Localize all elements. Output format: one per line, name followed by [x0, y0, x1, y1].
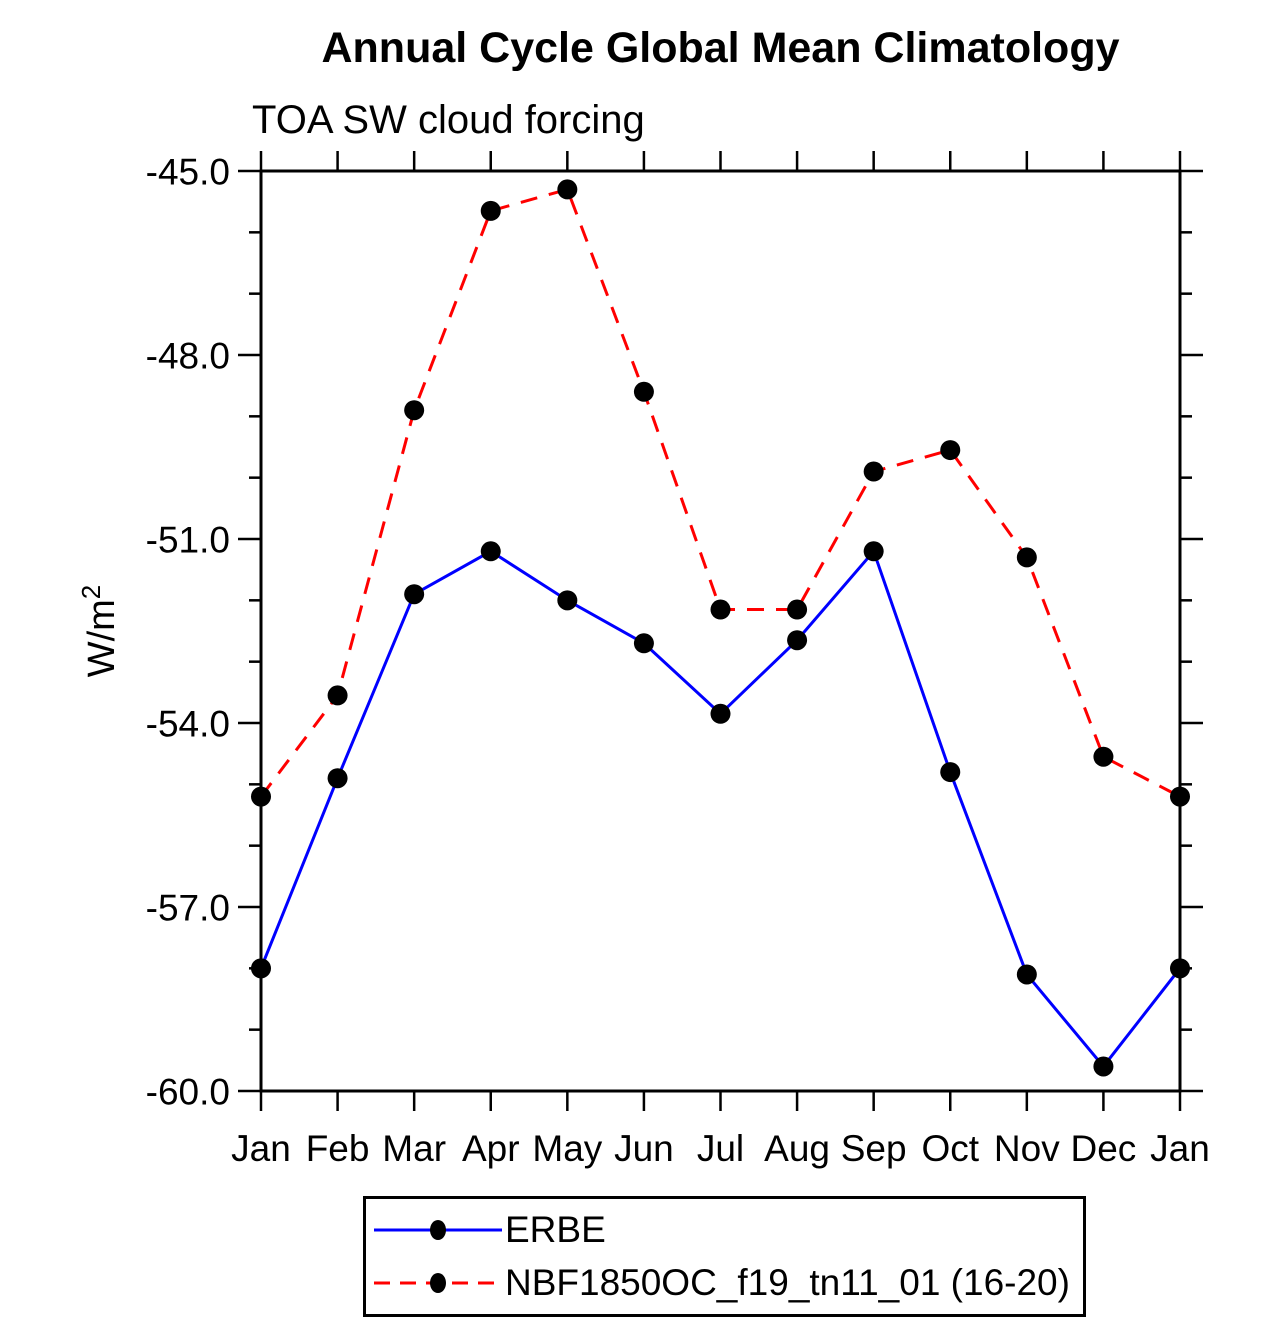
data-point-0-Feb: [327, 768, 348, 789]
data-point-0-Nov: [1016, 964, 1037, 985]
data-point-1-Jan: [251, 786, 271, 807]
x-tick-label: Jun: [614, 1128, 674, 1169]
data-point-1-Dec: [1093, 746, 1114, 767]
data-point-1-Mar: [404, 400, 425, 421]
x-tick-label: Nov: [994, 1128, 1060, 1169]
x-tick-label: Jan: [1150, 1128, 1210, 1169]
legend-box: ERBE NBF1850OC_f19_tn11_01 (16-20): [363, 1196, 1086, 1317]
legend-row-nbf1850oc: NBF1850OC_f19_tn11_01 (16-20): [371, 1262, 1083, 1304]
x-tick-label: May: [532, 1128, 602, 1169]
legend-marker-dot: [430, 1220, 446, 1241]
series-line-0: [259, 548, 1182, 1069]
data-point-0-Sep: [863, 541, 884, 562]
data-point-1-Nov: [1016, 547, 1037, 568]
data-point-1-Jun: [633, 381, 654, 402]
data-point-0-Jun: [633, 633, 654, 654]
plot-frame: [259, 169, 1182, 1093]
x-tick-label: Apr: [462, 1128, 520, 1169]
data-point-0-Jan: [1170, 958, 1190, 979]
y-tick-label: -48.0: [146, 335, 230, 376]
y-tick-label: -51.0: [146, 519, 230, 560]
data-point-0-Oct: [940, 762, 961, 783]
legend-label-nbf1850oc: NBF1850OC_f19_tn11_01 (16-20): [505, 1261, 1070, 1303]
data-point-0-Dec: [1093, 1056, 1114, 1077]
x-tick-label: Jul: [697, 1128, 744, 1169]
y-tick-label: -45.0: [146, 151, 230, 192]
chart-title: Annual Cycle Global Mean Climatology: [321, 24, 1120, 72]
data-point-0-Jan: [251, 958, 271, 979]
x-tick-label: Mar: [382, 1128, 446, 1169]
legend-label-erbe: ERBE: [505, 1209, 606, 1251]
data-point-1-Apr: [480, 200, 501, 221]
x-tick-label: Dec: [1071, 1128, 1137, 1169]
y-tick-label: -54.0: [146, 703, 230, 744]
data-point-1-Jan: [1170, 786, 1190, 807]
data-point-0-Jul: [710, 703, 731, 724]
x-tick-label: Aug: [764, 1128, 830, 1169]
data-point-1-Feb: [327, 685, 348, 706]
legend-marker-dot: [430, 1272, 446, 1293]
x-tick-label: Feb: [306, 1128, 370, 1169]
data-point-1-May: [557, 179, 578, 200]
x-tick-label: Jan: [231, 1128, 291, 1169]
data-point-0-Mar: [404, 584, 425, 605]
data-point-1-Oct: [940, 440, 961, 461]
legend-row-erbe: ERBE: [371, 1209, 1083, 1251]
legend-sample-nbf1850oc-line: [374, 1272, 502, 1293]
data-point-1-Aug: [787, 599, 808, 620]
chart-subtitle: TOA SW cloud forcing: [252, 98, 645, 142]
data-point-1-Sep: [863, 461, 884, 482]
data-point-1-Jul: [710, 599, 731, 620]
legend-sample-erbe-line: [374, 1220, 502, 1241]
data-point-0-Aug: [787, 630, 808, 651]
y-tick-label: -57.0: [146, 887, 230, 928]
x-tick-label: Oct: [921, 1128, 979, 1169]
x-tick-label: Sep: [841, 1128, 907, 1169]
data-point-0-May: [557, 590, 578, 611]
data-point-0-Apr: [480, 541, 501, 562]
y-tick-label: -60.0: [146, 1071, 230, 1112]
